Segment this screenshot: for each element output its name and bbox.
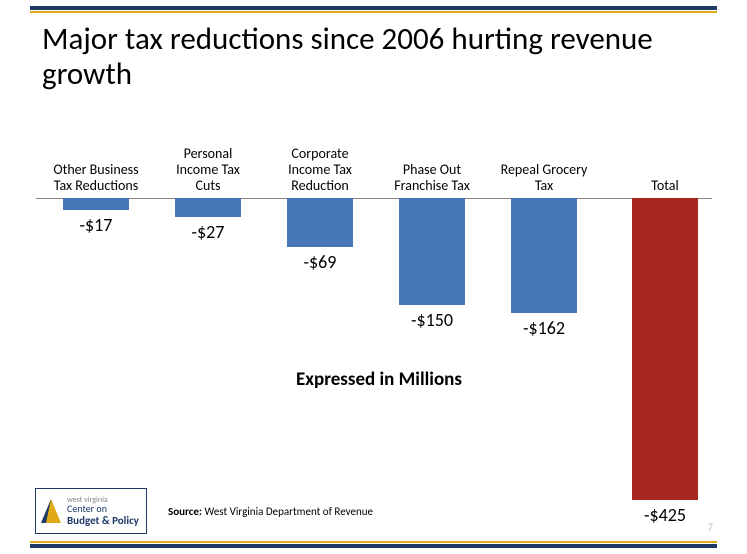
org-logo: west virginia Center on Budget & Policy	[35, 488, 147, 534]
source-label: Source:	[168, 505, 202, 518]
category-label: Total	[611, 178, 719, 194]
source-line: Source: West Virginia Department of Reve…	[168, 505, 373, 518]
category-label: Phase OutFranchise Tax	[378, 162, 486, 194]
category-label: Repeal GroceryTax	[490, 162, 598, 194]
bar	[511, 198, 577, 313]
chart-baseline	[36, 198, 712, 199]
page-title: Major tax reductions since 2006 hurting …	[42, 22, 707, 91]
bar	[632, 198, 698, 500]
category-label: PersonalIncome TaxCuts	[154, 146, 262, 194]
value-label: -$17	[42, 214, 150, 236]
bottom-rule	[30, 541, 717, 548]
value-label: -$69	[266, 251, 374, 273]
value-label: -$27	[154, 221, 262, 243]
value-label: -$425	[611, 504, 719, 526]
value-label: -$162	[490, 317, 598, 339]
logo-line3: Budget & Policy	[67, 515, 139, 527]
bar	[399, 198, 465, 305]
chart-caption: Expressed in Millions	[296, 368, 462, 391]
category-label: CorporateIncome TaxReduction	[266, 146, 374, 194]
logo-mark-icon	[39, 493, 63, 529]
chart: Expressed in Millions Other BusinessTax …	[36, 140, 712, 490]
bar	[175, 198, 241, 217]
value-label: -$150	[378, 309, 486, 331]
source-text: West Virginia Department of Revenue	[204, 505, 373, 518]
bar	[63, 198, 129, 210]
top-rule	[30, 6, 717, 10]
page-number: 7	[707, 521, 713, 534]
category-label: Other BusinessTax Reductions	[42, 162, 150, 194]
bar	[287, 198, 353, 247]
